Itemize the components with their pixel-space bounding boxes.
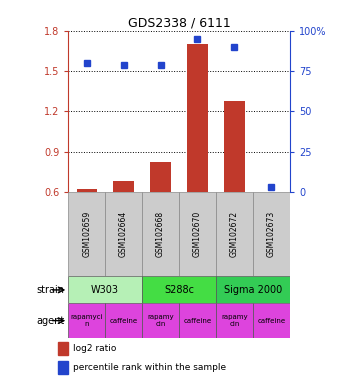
Text: S288c: S288c	[164, 285, 194, 295]
Bar	[253, 303, 290, 338]
Bar	[68, 303, 105, 338]
Bar	[142, 303, 179, 338]
Text: GSM102664: GSM102664	[119, 211, 128, 257]
Bar	[216, 192, 253, 276]
Bar	[105, 303, 142, 338]
Text: Sigma 2000: Sigma 2000	[224, 285, 282, 295]
Text: GSM102670: GSM102670	[193, 211, 202, 257]
Text: percentile rank within the sample: percentile rank within the sample	[73, 363, 226, 372]
Bar	[216, 276, 290, 303]
Text: rapamy
cin: rapamy cin	[147, 314, 174, 327]
Text: GSM102672: GSM102672	[230, 211, 239, 257]
Bar	[114, 181, 134, 192]
Bar	[150, 162, 171, 192]
Bar	[187, 44, 208, 192]
Text: caffeine: caffeine	[257, 318, 285, 324]
Bar	[142, 276, 216, 303]
Bar	[179, 192, 216, 276]
Text: rapamy
cin: rapamy cin	[221, 314, 248, 327]
Text: caffeine: caffeine	[109, 318, 138, 324]
Bar	[58, 342, 68, 355]
Bar	[224, 101, 244, 192]
Title: GDS2338 / 6111: GDS2338 / 6111	[128, 17, 231, 30]
Bar	[179, 303, 216, 338]
Text: log2 ratio: log2 ratio	[73, 344, 116, 353]
Bar	[105, 192, 142, 276]
Bar	[253, 192, 290, 276]
Text: strain: strain	[37, 285, 65, 295]
Bar	[68, 192, 105, 276]
Text: caffeine: caffeine	[183, 318, 211, 324]
Text: rapamyci
n: rapamyci n	[71, 314, 103, 327]
Bar	[68, 276, 142, 303]
Text: agent: agent	[36, 316, 65, 326]
Text: GSM102659: GSM102659	[82, 211, 91, 257]
Bar	[58, 361, 68, 374]
Text: GSM102668: GSM102668	[156, 211, 165, 257]
Bar	[216, 303, 253, 338]
Text: W303: W303	[91, 285, 119, 295]
Text: GSM102673: GSM102673	[267, 211, 276, 257]
Bar	[76, 189, 97, 192]
Bar	[142, 192, 179, 276]
